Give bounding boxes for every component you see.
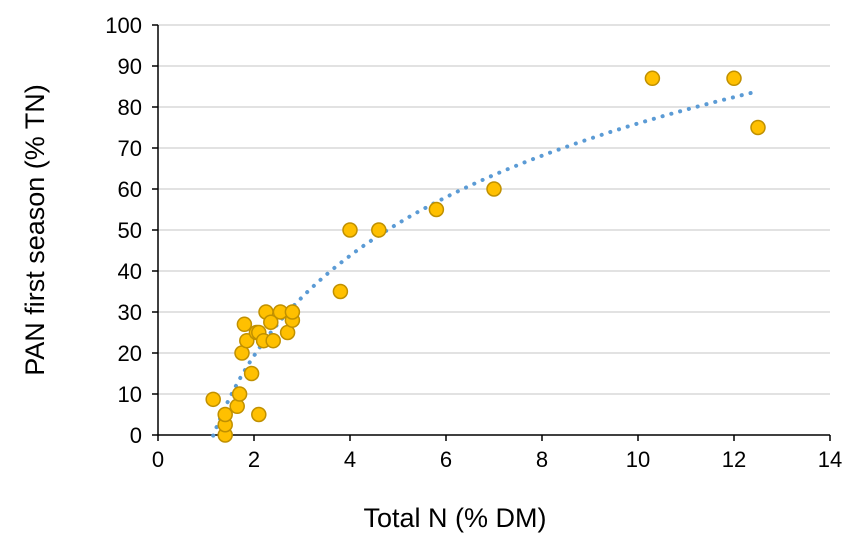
y-tick-label: 0 xyxy=(130,423,142,448)
data-point xyxy=(265,332,281,349)
data-point xyxy=(750,119,766,136)
data-point xyxy=(342,222,358,238)
x-axis-label: Total N (% DM) xyxy=(363,503,546,533)
y-tick-label: 40 xyxy=(118,259,142,284)
y-tick-label: 20 xyxy=(118,341,142,366)
data-point xyxy=(231,386,248,402)
data-points xyxy=(205,70,766,443)
y-tick-label: 10 xyxy=(118,382,142,407)
data-point xyxy=(428,201,445,218)
x-tick-label: 12 xyxy=(722,447,746,472)
x-tick-label: 4 xyxy=(344,447,356,472)
x-tick-label: 0 xyxy=(152,447,164,472)
data-point xyxy=(486,181,502,197)
y-tick-label: 50 xyxy=(118,218,142,243)
data-point xyxy=(284,304,301,320)
trendline xyxy=(211,89,760,438)
x-tick-label: 14 xyxy=(818,447,842,472)
x-tick-label: 8 xyxy=(536,447,548,472)
y-tick-label: 90 xyxy=(118,54,142,79)
y-tick-label: 30 xyxy=(118,300,142,325)
data-point xyxy=(371,222,387,238)
data-point xyxy=(229,398,245,415)
data-point xyxy=(726,70,742,87)
x-tick-label: 10 xyxy=(626,447,650,472)
data-point xyxy=(332,283,349,300)
y-tick-label: 100 xyxy=(105,13,142,38)
tick-labels: 0 10 20 30 40 50 60 70 80 90 100 0 2 4 6 8 10 12 14 xyxy=(105,13,842,472)
data-point xyxy=(236,316,253,333)
x-tick-label: 6 xyxy=(440,447,452,472)
y-tick-label: 70 xyxy=(118,136,142,161)
data-point xyxy=(243,365,260,382)
trendline-path xyxy=(211,89,760,438)
x-tick-label: 2 xyxy=(248,447,260,472)
y-axis-label: PAN first season (% TN) xyxy=(20,84,50,376)
data-point xyxy=(251,406,267,423)
y-tick-label: 80 xyxy=(118,95,142,120)
y-tick-label: 60 xyxy=(118,177,142,202)
axes xyxy=(152,24,831,441)
data-point xyxy=(217,406,233,423)
data-point xyxy=(263,314,279,330)
data-point xyxy=(205,391,221,408)
data-point xyxy=(644,70,661,87)
